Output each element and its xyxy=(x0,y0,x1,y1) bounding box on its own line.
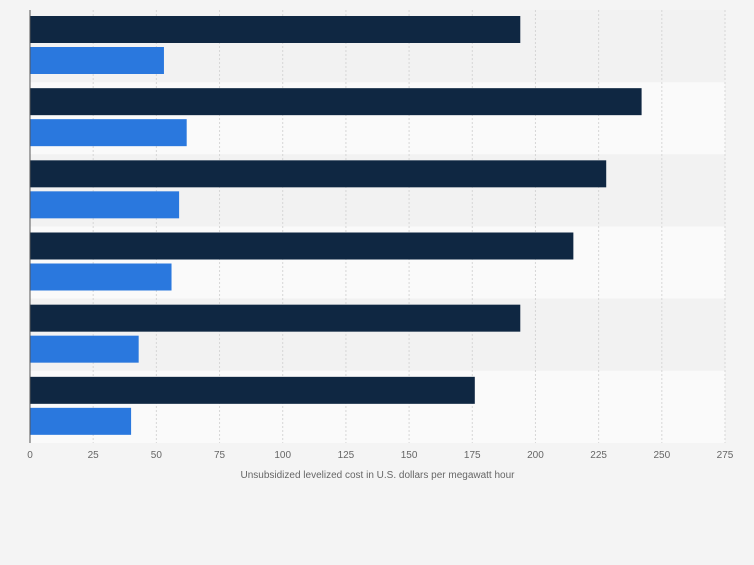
x-tick-label: 50 xyxy=(151,450,163,461)
bars-group xyxy=(30,16,642,435)
x-tick-label: 25 xyxy=(88,450,100,461)
x-tick-label: 175 xyxy=(464,450,481,461)
bar-series-2[interactable] xyxy=(30,119,187,147)
x-tick-label: 75 xyxy=(214,450,226,461)
bar-series-1[interactable] xyxy=(30,304,521,332)
x-tick-label: 150 xyxy=(401,450,418,461)
bar-series-2[interactable] xyxy=(30,335,139,363)
x-tick-label: 200 xyxy=(527,450,544,461)
bar-series-1[interactable] xyxy=(30,16,521,43)
x-tick-label: 100 xyxy=(274,450,291,461)
x-tick-label: 225 xyxy=(590,450,607,461)
x-tick-label: 275 xyxy=(717,450,734,461)
x-tick-label: 0 xyxy=(27,450,33,461)
bar-series-2[interactable] xyxy=(30,263,172,291)
bar-series-1[interactable] xyxy=(30,232,574,260)
x-tick-label: 125 xyxy=(338,450,355,461)
x-axis-ticks: 0 25 50 75 100 125 150 175 200 225 250 275 xyxy=(27,450,734,461)
gridlines xyxy=(92,10,726,443)
bar-series-1[interactable] xyxy=(30,88,642,116)
bar-series-2[interactable] xyxy=(30,407,132,435)
bar-series-2[interactable] xyxy=(30,191,180,219)
x-axis-title: Unsubsidized levelized cost in U.S. doll… xyxy=(240,470,515,481)
bar-series-1[interactable] xyxy=(30,160,607,188)
bar-series-1[interactable] xyxy=(30,376,475,404)
x-tick-label: 250 xyxy=(653,450,670,461)
bar-series-2[interactable] xyxy=(30,47,164,74)
